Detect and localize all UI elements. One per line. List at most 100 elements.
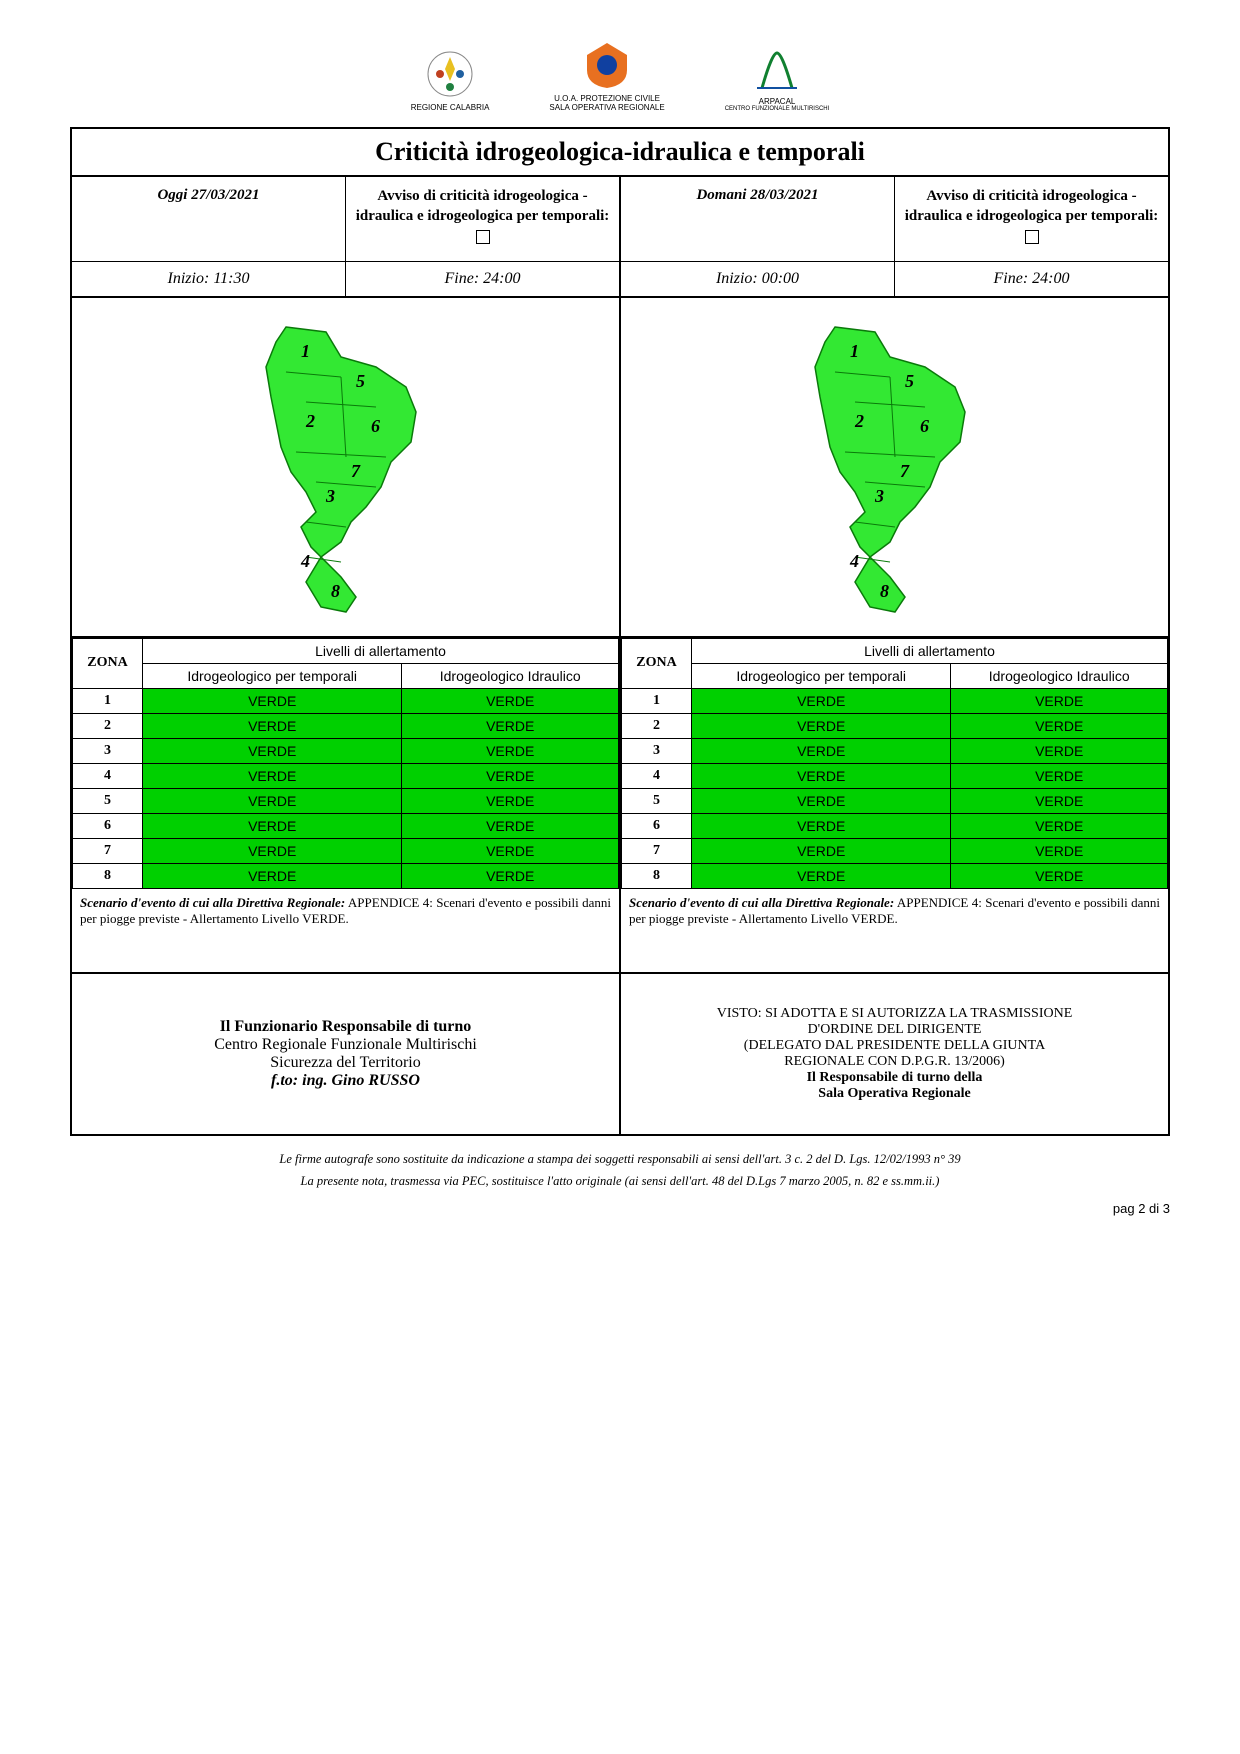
th-livelli: Livelli di allertamento bbox=[143, 638, 619, 663]
logo-protezione-civile: U.O.A. PROTEZIONE CIVILE SALA OPERATIVA … bbox=[549, 40, 664, 112]
th-livelli: Livelli di allertamento bbox=[692, 638, 1168, 663]
svg-text:5: 5 bbox=[905, 371, 914, 391]
fine-cell: Fine: 24:00 bbox=[346, 262, 619, 296]
svg-text:7: 7 bbox=[900, 461, 910, 481]
level-cell: VERDE bbox=[692, 813, 951, 838]
table-row: 7VERDEVERDE bbox=[73, 838, 619, 863]
table-row: 6VERDEVERDE bbox=[73, 813, 619, 838]
zone-cell: 1 bbox=[622, 688, 692, 713]
level-cell: VERDE bbox=[143, 688, 402, 713]
logo-caption: SALA OPERATIVA REGIONALE bbox=[549, 103, 664, 112]
zone-cell: 3 bbox=[622, 738, 692, 763]
zone-cell: 5 bbox=[73, 788, 143, 813]
table-row: 3VERDEVERDE bbox=[73, 738, 619, 763]
level-cell: VERDE bbox=[402, 813, 619, 838]
logo-regione: REGIONE CALABRIA bbox=[411, 49, 490, 112]
date-label: Domani 28/03/2021 bbox=[621, 177, 895, 261]
svg-text:1: 1 bbox=[301, 341, 310, 361]
calabria-map-icon: 15267348 bbox=[795, 312, 995, 622]
th-col2: Idrogeologico Idraulico bbox=[402, 663, 619, 688]
svg-text:3: 3 bbox=[325, 486, 335, 506]
level-cell: VERDE bbox=[692, 688, 951, 713]
level-cell: VERDE bbox=[951, 738, 1168, 763]
level-cell: VERDE bbox=[692, 763, 951, 788]
level-cell: VERDE bbox=[143, 713, 402, 738]
logo-arpacal: ARPACAL CENTRO FUNZIONALE MULTIRISCHI bbox=[725, 43, 830, 112]
checkbox-icon bbox=[1025, 230, 1039, 244]
table-row: 7VERDEVERDE bbox=[622, 838, 1168, 863]
level-cell: VERDE bbox=[143, 763, 402, 788]
table-row: 6VERDEVERDE bbox=[622, 813, 1168, 838]
table-row: 4VERDEVERDE bbox=[73, 763, 619, 788]
header-logos: REGIONE CALABRIA U.O.A. PROTEZIONE CIVIL… bbox=[70, 40, 1170, 112]
page-title: Criticità idrogeologica-idraulica e temp… bbox=[72, 129, 1168, 177]
table-row: 1VERDEVERDE bbox=[622, 688, 1168, 713]
signature-left: Il Funzionario Responsabile di turno Cen… bbox=[72, 974, 619, 1134]
table-row: 8VERDEVERDE bbox=[622, 863, 1168, 888]
zone-cell: 6 bbox=[73, 813, 143, 838]
level-cell: VERDE bbox=[951, 813, 1168, 838]
zone-cell: 7 bbox=[622, 838, 692, 863]
level-cell: VERDE bbox=[692, 713, 951, 738]
level-cell: VERDE bbox=[951, 763, 1168, 788]
level-cell: VERDE bbox=[143, 863, 402, 888]
inizio-cell: Inizio: 11:30 bbox=[72, 262, 346, 296]
time-row-today: Inizio: 11:30 Fine: 24:00 bbox=[72, 262, 619, 298]
zone-cell: 4 bbox=[73, 763, 143, 788]
level-cell: VERDE bbox=[692, 863, 951, 888]
th-zona: ZONA bbox=[622, 638, 692, 688]
footer-notes: Le firme autografe sono sostituite da in… bbox=[70, 1148, 1170, 1193]
inizio-cell: Inizio: 00:00 bbox=[621, 262, 895, 296]
level-cell: VERDE bbox=[951, 713, 1168, 738]
alert-table-tomorrow: ZONA Livelli di allertamento Idrogeologi… bbox=[621, 638, 1168, 889]
svg-text:1: 1 bbox=[850, 341, 859, 361]
checkbox-icon bbox=[476, 230, 490, 244]
level-cell: VERDE bbox=[402, 738, 619, 763]
date-row-today: Oggi 27/03/2021 Avviso di criticità idro… bbox=[72, 177, 619, 262]
calabria-map-icon: 15267348 bbox=[246, 312, 446, 622]
svg-text:4: 4 bbox=[300, 551, 310, 571]
level-cell: VERDE bbox=[402, 863, 619, 888]
logo-caption: ARPACAL bbox=[759, 97, 796, 106]
level-cell: VERDE bbox=[402, 688, 619, 713]
date-label: Oggi 27/03/2021 bbox=[72, 177, 346, 261]
zone-cell: 7 bbox=[73, 838, 143, 863]
date-row-tomorrow: Domani 28/03/2021 Avviso di criticità id… bbox=[621, 177, 1168, 262]
zone-cell: 6 bbox=[622, 813, 692, 838]
svg-text:2: 2 bbox=[305, 411, 315, 431]
table-row: 8VERDEVERDE bbox=[73, 863, 619, 888]
level-cell: VERDE bbox=[951, 788, 1168, 813]
logo-caption: CENTRO FUNZIONALE MULTIRISCHI bbox=[725, 106, 830, 112]
page-number: pag 2 di 3 bbox=[70, 1201, 1170, 1216]
table-row: 4VERDEVERDE bbox=[622, 763, 1168, 788]
svg-text:7: 7 bbox=[351, 461, 361, 481]
svg-text:5: 5 bbox=[356, 371, 365, 391]
zone-cell: 8 bbox=[622, 863, 692, 888]
map-tomorrow: 15267348 bbox=[621, 298, 1168, 638]
avviso-label: Avviso di criticità idrogeologica - idra… bbox=[346, 177, 619, 261]
zone-cell: 2 bbox=[73, 713, 143, 738]
level-cell: VERDE bbox=[402, 763, 619, 788]
th-zona: ZONA bbox=[73, 638, 143, 688]
zone-cell: 4 bbox=[622, 763, 692, 788]
arpacal-icon bbox=[752, 43, 802, 93]
logo-caption: REGIONE CALABRIA bbox=[411, 103, 490, 112]
th-col1: Idrogeologico per temporali bbox=[692, 663, 951, 688]
svg-text:3: 3 bbox=[874, 486, 884, 506]
level-cell: VERDE bbox=[951, 688, 1168, 713]
scenario-tomorrow: Scenario d'evento di cui alla Direttiva … bbox=[621, 889, 1168, 974]
avviso-label: Avviso di criticità idrogeologica - idra… bbox=[895, 177, 1168, 261]
level-cell: VERDE bbox=[143, 813, 402, 838]
regione-calabria-icon bbox=[425, 49, 475, 99]
column-tomorrow: Domani 28/03/2021 Avviso di criticità id… bbox=[621, 177, 1168, 1134]
table-row: 2VERDEVERDE bbox=[622, 713, 1168, 738]
level-cell: VERDE bbox=[692, 738, 951, 763]
svg-text:8: 8 bbox=[880, 581, 889, 601]
level-cell: VERDE bbox=[951, 838, 1168, 863]
fine-cell: Fine: 24:00 bbox=[895, 262, 1168, 296]
level-cell: VERDE bbox=[692, 838, 951, 863]
zone-cell: 8 bbox=[73, 863, 143, 888]
level-cell: VERDE bbox=[402, 713, 619, 738]
level-cell: VERDE bbox=[402, 788, 619, 813]
protezione-civile-icon bbox=[582, 40, 632, 90]
